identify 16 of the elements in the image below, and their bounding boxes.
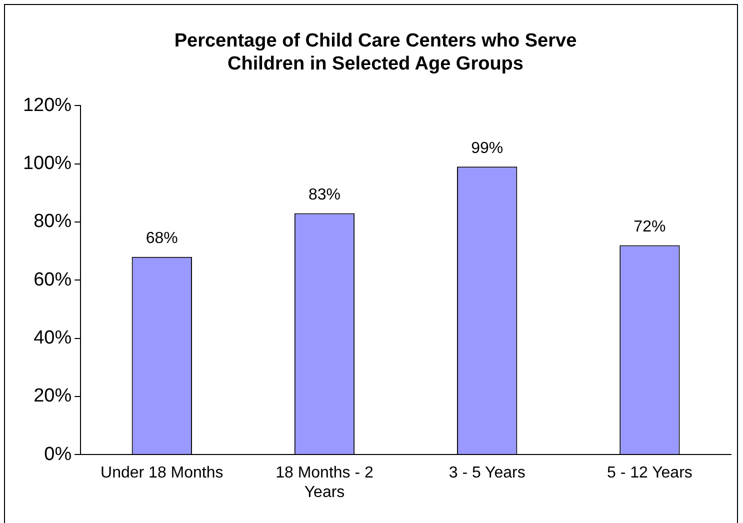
- data-label: 72%: [634, 218, 666, 236]
- y-tick-label: 60%: [34, 269, 72, 290]
- x-tick-label: Under 18 Months: [100, 464, 224, 482]
- y-tick-label: 40%: [34, 328, 72, 348]
- y-tick-label: 20%: [34, 386, 72, 407]
- y-tick-label: 80%: [34, 211, 72, 232]
- data-label: 83%: [308, 186, 341, 204]
- data-label: 99%: [471, 140, 504, 158]
- chart-title: Percentage of Child Care Centers who Serve Children in Selected Age Groups: [174, 30, 577, 74]
- y-tick-label: 100%: [22, 153, 72, 174]
- x-tick-label: 5 - 12 Years: [606, 464, 692, 482]
- data-label: 68%: [146, 230, 178, 248]
- x-tick-label: 3 - 5 Years: [448, 464, 526, 482]
- y-tick-label: 0%: [44, 444, 72, 465]
- x-tick-label: 18 Months - 2 Years: [276, 464, 374, 501]
- y-tick-label: 120%: [22, 94, 72, 116]
